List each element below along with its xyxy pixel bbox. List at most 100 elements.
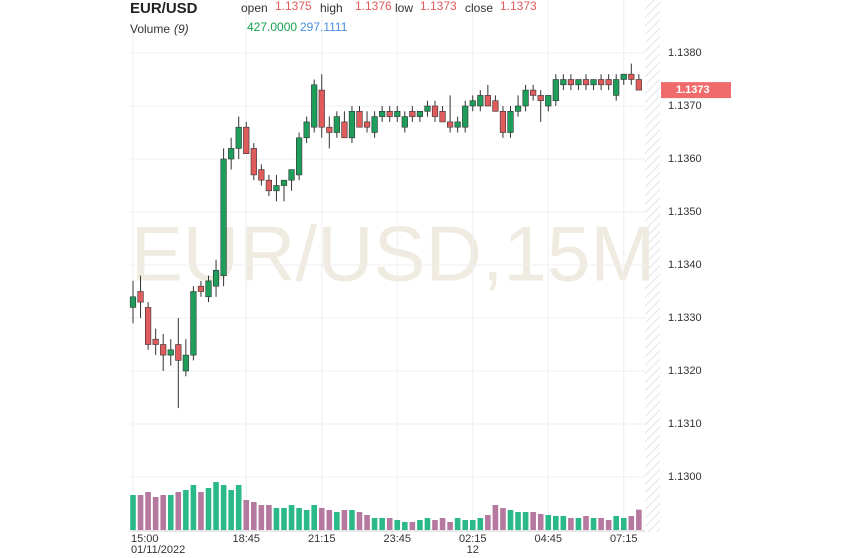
y-tick-label: 1.1380 <box>668 47 702 59</box>
candle-body <box>386 111 393 117</box>
candle-body <box>582 79 590 86</box>
x-tick-label: 15:00 <box>131 533 159 545</box>
volume-value: 427.0000 <box>247 20 297 34</box>
volume-bar <box>137 495 144 530</box>
right-margin-hatch <box>645 0 660 532</box>
volume-bar <box>145 492 151 530</box>
y-tick-label: 1.1340 <box>668 259 702 271</box>
candle-body <box>303 121 310 139</box>
legend-close: 1.1373 <box>500 0 537 13</box>
candle-body <box>462 105 469 128</box>
x-tick-label: 02:15 <box>459 533 487 545</box>
volume-bar <box>628 516 635 530</box>
volume-bar <box>334 512 340 530</box>
volume-bar <box>620 518 627 530</box>
price-tag: 1.1373 <box>676 84 710 96</box>
candle-body <box>401 116 408 128</box>
volume-bar <box>462 520 468 530</box>
legend-open-label: open <box>241 1 268 15</box>
candle-body <box>129 296 137 308</box>
legend-close-label: close <box>465 1 493 15</box>
x-tick-label: 21:15 <box>308 533 336 545</box>
volume-bar <box>160 495 166 530</box>
candle-body <box>137 291 144 303</box>
candle-body <box>356 111 363 128</box>
candle-body <box>288 169 295 181</box>
volume-bar <box>417 520 423 530</box>
volume-bar <box>590 518 597 530</box>
volume-bar <box>311 505 317 530</box>
candle-body <box>273 185 280 192</box>
volume-bar <box>190 485 197 530</box>
candle-body <box>197 285 205 292</box>
volume-bar <box>356 512 363 530</box>
candle-body <box>145 307 152 345</box>
volume-bars <box>130 482 642 530</box>
candle-body <box>552 79 559 102</box>
candle-body <box>530 89 537 96</box>
volume-bar <box>439 518 446 530</box>
candle-body <box>431 105 439 117</box>
volume-bar <box>424 518 431 530</box>
volume-bar <box>492 505 499 530</box>
volume-bar <box>553 516 559 530</box>
candle-body <box>416 111 424 117</box>
volume-bar <box>583 516 589 530</box>
volume-bar <box>394 520 401 530</box>
candle-body <box>597 79 605 86</box>
volume-bar <box>613 516 619 530</box>
volume-bar <box>235 485 242 530</box>
candle-body <box>311 84 318 128</box>
y-tick-label: 1.1350 <box>668 206 702 218</box>
candle-body <box>220 158 227 276</box>
legend-low-label: low <box>395 1 413 15</box>
candle-body <box>363 121 371 128</box>
candle-body <box>295 137 303 176</box>
volume-bar <box>605 520 612 530</box>
candle-body <box>613 79 620 96</box>
volume-bar <box>500 508 506 530</box>
volume-bar <box>296 508 302 530</box>
candle-body <box>175 344 182 361</box>
candle-body <box>635 79 642 91</box>
candles <box>129 63 642 409</box>
volume-bar <box>598 518 604 530</box>
volume-bar <box>288 505 295 530</box>
y-tick-label: 1.1330 <box>668 312 702 324</box>
volume-bar <box>167 495 174 530</box>
candle-body <box>333 116 340 133</box>
volume-bar <box>130 495 136 530</box>
candle-body <box>190 291 197 356</box>
candle-body <box>152 338 159 345</box>
candle-body <box>514 105 522 112</box>
y-tick-label: 1.1360 <box>668 153 702 165</box>
candle-body <box>182 354 189 372</box>
volume-bar <box>152 497 159 530</box>
candle-body <box>318 89 325 128</box>
x-tick-label: 07:15 <box>610 533 638 545</box>
candle-body <box>326 126 333 133</box>
volume-bar <box>213 482 219 530</box>
volume-bar <box>183 490 189 530</box>
volume-bar <box>281 508 287 530</box>
volume-bar <box>379 518 385 530</box>
volume-bar <box>575 518 582 530</box>
y-tick-label: 1.1320 <box>668 365 702 377</box>
volume-bar <box>409 522 416 530</box>
volume-bar <box>349 510 355 530</box>
volume-bar <box>266 505 272 530</box>
y-tick-label: 1.1370 <box>668 100 702 112</box>
candle-body <box>250 148 257 176</box>
volume-bar <box>477 518 484 530</box>
candle-body <box>522 89 529 107</box>
candle-body <box>545 95 552 107</box>
price-tag-bg <box>661 82 731 99</box>
candle-body <box>205 280 212 298</box>
candle-body <box>341 121 348 139</box>
candle-body <box>446 121 454 128</box>
candle-body <box>394 111 401 117</box>
volume-bar <box>447 522 453 530</box>
candle-body <box>212 269 220 287</box>
volume-bar <box>454 518 461 530</box>
